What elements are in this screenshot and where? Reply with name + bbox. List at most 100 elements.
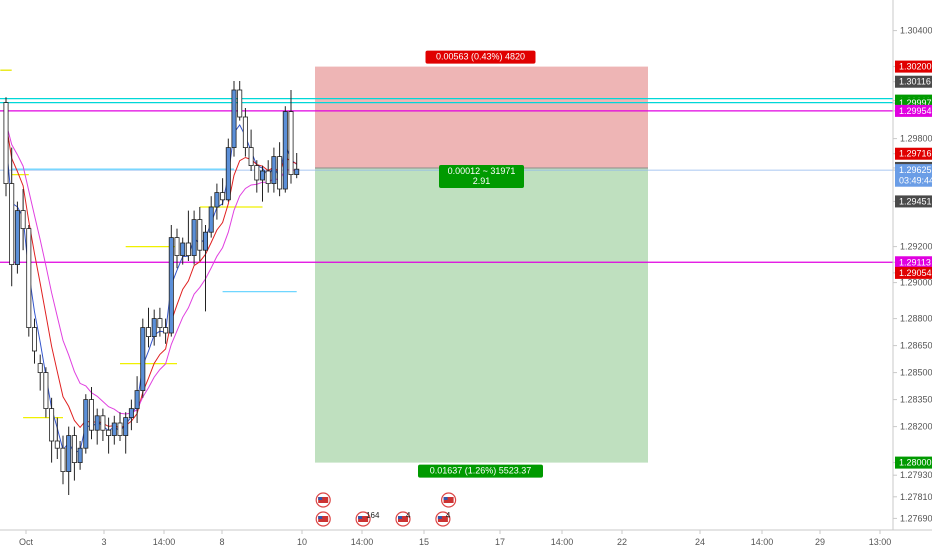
- candle-body[interactable]: [145, 327, 151, 338]
- price-tick-label: 1.28200: [900, 422, 932, 432]
- candle-body[interactable]: [83, 399, 89, 449]
- candle-body[interactable]: [174, 237, 180, 257]
- price-tag-label: 1.29997: [899, 98, 932, 108]
- time-axis: Oct 3 14:00 8 10 14:00 15 17 14:00 22 24 14:00 29 13:…: [0, 529, 932, 547]
- candle-body[interactable]: [111, 422, 117, 436]
- candle-body[interactable]: [66, 435, 72, 473]
- price-tags: 1.302001.301161.300111.299971.299541.297…: [895, 60, 932, 469]
- candle-body[interactable]: [180, 242, 186, 256]
- candle-body[interactable]: [54, 440, 60, 449]
- price-tag-label: 1.29954: [899, 106, 932, 116]
- ratio-label-box-bg: [439, 164, 524, 188]
- event-flag-icon[interactable]: 164: [355, 511, 380, 527]
- candle-body[interactable]: [20, 210, 26, 230]
- candle-body[interactable]: [220, 192, 226, 201]
- time-tick-label: 15: [419, 537, 429, 547]
- ma-fast-line: [5, 123, 298, 454]
- candle-body[interactable]: [191, 219, 197, 257]
- candle-body[interactable]: [140, 327, 146, 392]
- candle-body[interactable]: [288, 111, 294, 175]
- candle-body[interactable]: [254, 165, 260, 181]
- candle-body[interactable]: [32, 327, 38, 352]
- candle-body[interactable]: [185, 242, 191, 256]
- candle-body[interactable]: [282, 111, 288, 190]
- price-tag-label: 1.28000: [899, 458, 932, 468]
- time-tick-label: 14:00: [751, 537, 774, 547]
- candle-body[interactable]: [197, 219, 203, 251]
- candle-body[interactable]: [37, 363, 43, 374]
- price-tag-label: 1.29054: [899, 268, 932, 278]
- candle-body[interactable]: [259, 170, 265, 181]
- event-flag-icon[interactable]: [315, 492, 331, 508]
- candle-body[interactable]: [49, 408, 55, 442]
- price-tick-label: 1.28800: [900, 314, 932, 324]
- event-flag: [398, 516, 408, 522]
- price-tag-label: 1.29451: [899, 196, 932, 206]
- candle-body[interactable]: [168, 237, 174, 334]
- event-flag-icon[interactable]: 4: [435, 511, 451, 527]
- time-tick-label: 14:00: [153, 537, 176, 547]
- event-flag: [358, 516, 369, 522]
- price-tick-label: 1.30400: [900, 26, 932, 36]
- candle-body[interactable]: [94, 415, 100, 431]
- event-flag: [437, 516, 448, 522]
- candle-body[interactable]: [214, 192, 220, 208]
- candle-body[interactable]: [100, 415, 106, 431]
- candle-body[interactable]: [277, 156, 283, 190]
- candle-body[interactable]: [271, 156, 277, 185]
- candle-body[interactable]: [231, 89, 237, 148]
- price-tag: [895, 75, 932, 88]
- reward-label-box-bg: [418, 464, 543, 478]
- time-tick-label: Oct: [19, 537, 34, 547]
- price-tag: [895, 164, 932, 177]
- price-tick-label: 1.29800: [900, 134, 932, 144]
- price-tag: [895, 147, 932, 160]
- price-tag-label: 1.30200: [899, 62, 932, 72]
- candle-body[interactable]: [26, 228, 32, 329]
- candle-body[interactable]: [60, 447, 66, 473]
- candle-body[interactable]: [151, 318, 157, 338]
- event-flag-canton: [318, 516, 323, 519]
- price-tag-label: 1.30116: [899, 77, 931, 87]
- time-tick-label: 14:00: [551, 537, 574, 547]
- event-flag-icon[interactable]: [441, 492, 457, 508]
- candle-body[interactable]: [202, 231, 208, 251]
- candle-body[interactable]: [265, 170, 271, 184]
- candle-body[interactable]: [3, 102, 9, 184]
- ratio-label-box-text: 2.91: [473, 176, 491, 186]
- candle-body[interactable]: [123, 417, 129, 437]
- candle-body[interactable]: [128, 408, 134, 419]
- candle-body[interactable]: [77, 447, 83, 464]
- price-tick-label: 1.28650: [900, 341, 932, 351]
- price-tag: [895, 195, 932, 208]
- candle-body[interactable]: [157, 318, 163, 329]
- candle-body[interactable]: [117, 422, 123, 436]
- economic-events: 164 4 4: [315, 492, 457, 527]
- candle-body[interactable]: [225, 147, 231, 201]
- candle-body[interactable]: [163, 327, 169, 334]
- candle-body[interactable]: [237, 89, 243, 118]
- candle-body[interactable]: [294, 168, 300, 175]
- ma-mid-line: [5, 122, 297, 429]
- event-flag-icon[interactable]: 4: [395, 511, 411, 527]
- position-zones: [315, 66, 648, 463]
- candle-body[interactable]: [9, 183, 15, 266]
- candle-body[interactable]: [89, 399, 95, 431]
- candle-body[interactable]: [134, 390, 140, 410]
- event-flag-icon[interactable]: [315, 511, 331, 527]
- candle-body[interactable]: [248, 147, 254, 167]
- candle-body[interactable]: [43, 372, 49, 410]
- candle-body[interactable]: [14, 210, 20, 266]
- event-count: 4: [446, 511, 451, 520]
- price-tag-label: 03:49:44: [899, 176, 932, 186]
- candle-body[interactable]: [71, 435, 77, 464]
- time-tick-label: 22: [617, 537, 627, 547]
- event-flag: [443, 497, 454, 503]
- candle-body[interactable]: [242, 116, 248, 149]
- candle-body[interactable]: [208, 206, 214, 233]
- candle-body[interactable]: [106, 429, 112, 437]
- event-flag-canton: [443, 497, 448, 500]
